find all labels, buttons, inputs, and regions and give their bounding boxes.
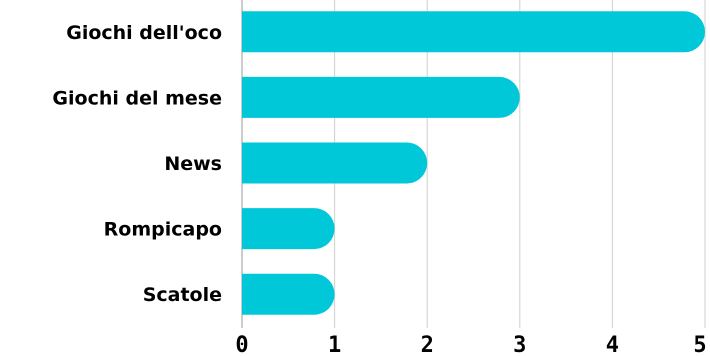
bar [242,142,428,184]
x-tick-label: 2 [421,333,434,356]
gridlines [241,0,706,328]
bars [242,11,705,315]
category-label: Giochi dell'oco [66,22,222,44]
x-tick-labels: 0 1 2 3 4 5 [235,333,706,356]
category-label: Giochi del mese [52,87,222,109]
x-tick-label: 5 [693,333,706,356]
category-labels: Giochi dell'oco Giochi del mese News Rompic… [52,22,222,306]
x-tick-label: 4 [606,333,619,356]
x-tick-label: 1 [328,333,341,356]
bar [242,11,705,53]
x-tick-label: 3 [513,333,526,356]
x-tick-label: 0 [235,333,248,356]
bar [242,76,520,118]
category-label: Scatole [143,284,222,306]
category-label: News [164,153,222,175]
bar [242,208,335,250]
category-label: Rompicapo [104,219,222,241]
bar [242,273,335,315]
